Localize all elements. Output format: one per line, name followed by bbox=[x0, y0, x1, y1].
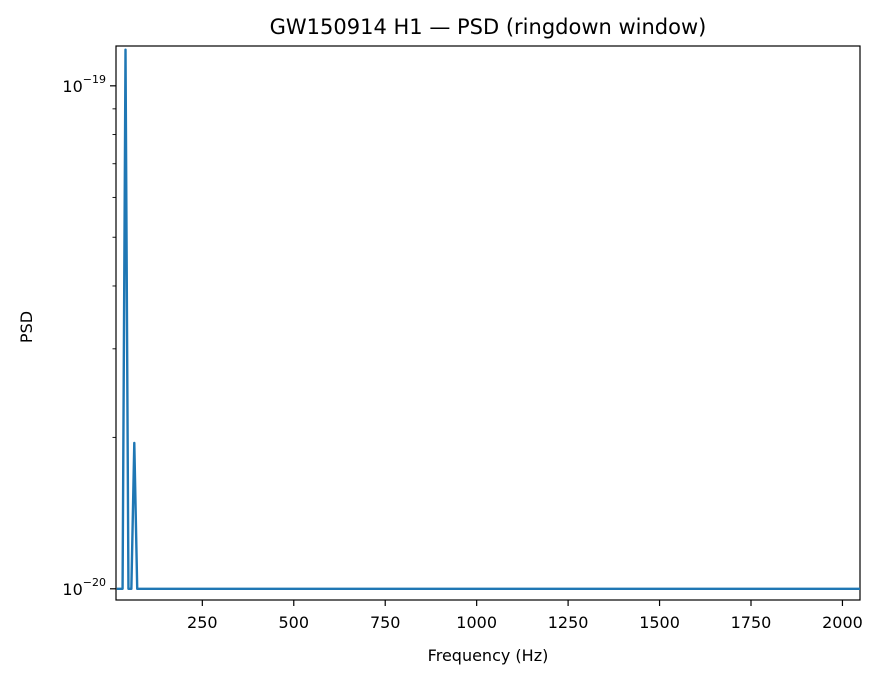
x-tick-label: 1250 bbox=[548, 613, 589, 632]
y-tick-label: 10−19 bbox=[62, 73, 106, 96]
y-tick-label: 10−20 bbox=[62, 576, 106, 599]
x-axis-ticks: 250 500 750 1000 1250 1500 1750 2000 bbox=[187, 600, 863, 632]
chart-title: GW150914 H1 — PSD (ringdown window) bbox=[270, 15, 707, 39]
x-tick-label: 500 bbox=[278, 613, 309, 632]
plot-frame bbox=[115, 45, 861, 601]
x-axis-label: Frequency (Hz) bbox=[428, 646, 549, 665]
x-tick-label: 1750 bbox=[731, 613, 772, 632]
y-axis-label: PSD bbox=[17, 311, 36, 343]
x-tick-label: 2000 bbox=[822, 613, 863, 632]
x-tick-label: 1500 bbox=[639, 613, 680, 632]
y-axis-ticks: 10−20 10−19 bbox=[62, 73, 116, 599]
series-line-0 bbox=[116, 48, 860, 590]
x-tick-label: 750 bbox=[370, 613, 401, 632]
x-tick-label: 1000 bbox=[456, 613, 497, 632]
x-tick-label: 250 bbox=[187, 613, 218, 632]
series-layer bbox=[116, 48, 860, 590]
